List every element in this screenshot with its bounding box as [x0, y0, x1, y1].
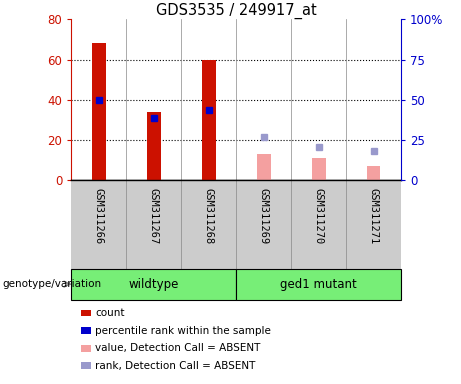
Text: value, Detection Call = ABSENT: value, Detection Call = ABSENT [95, 343, 260, 353]
Text: GSM311269: GSM311269 [259, 187, 269, 244]
Bar [71, 269, 236, 300]
Text: percentile rank within the sample: percentile rank within the sample [95, 326, 271, 336]
Text: GSM311267: GSM311267 [149, 187, 159, 244]
Text: rank, Detection Call = ABSENT: rank, Detection Call = ABSENT [95, 361, 255, 371]
Text: ged1 mutant: ged1 mutant [280, 278, 357, 291]
Bar [257, 154, 271, 180]
Text: count: count [95, 308, 125, 318]
Text: GSM311268: GSM311268 [204, 187, 214, 244]
Bar [147, 112, 161, 180]
Bar [236, 269, 401, 300]
Bar [312, 158, 325, 180]
Bar [92, 43, 106, 180]
Text: genotype/variation: genotype/variation [2, 279, 101, 289]
Text: wildtype: wildtype [129, 278, 179, 291]
Text: GSM311266: GSM311266 [94, 187, 104, 244]
Title: GDS3535 / 249917_at: GDS3535 / 249917_at [156, 3, 317, 19]
Text: GSM311270: GSM311270 [313, 187, 324, 244]
Bar [202, 60, 216, 180]
Text: GSM311271: GSM311271 [369, 187, 378, 244]
Bar [367, 166, 380, 180]
